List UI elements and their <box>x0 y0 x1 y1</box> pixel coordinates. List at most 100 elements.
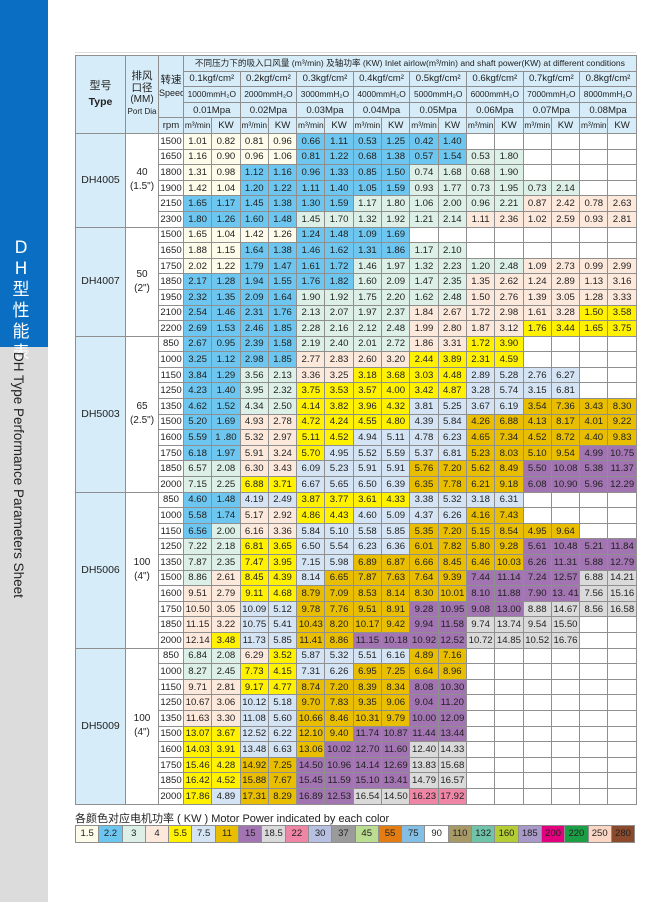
power-cell: 3.75 <box>607 320 637 337</box>
airflow-cell: 17.31 <box>239 787 269 805</box>
power-cell: 1.38 <box>267 242 298 259</box>
power-cell: 1.35 <box>211 288 241 306</box>
power-cell: 3.16 <box>607 273 637 290</box>
power-cell: 2.20 <box>381 288 411 306</box>
power-cell: 3.58 <box>607 304 637 322</box>
airflow-cell: 1.02 <box>522 210 552 228</box>
power-cell: 1.26 <box>211 210 241 228</box>
airflow-cell: 12.70 <box>352 741 383 758</box>
power-cell: 2.59 <box>550 210 581 228</box>
airflow-cell: 0.81 <box>239 132 269 150</box>
pressure-mpa: 0.02Mpa <box>239 101 298 119</box>
power-cell: 5.11 <box>381 429 411 446</box>
power-cell: 3.43 <box>267 460 298 478</box>
airflow-cell: 4.95 <box>522 522 552 540</box>
power-cell: 2.76 <box>494 288 524 306</box>
airflow-cell: 1.20 <box>465 257 496 275</box>
airflow-cell: 4.65 <box>465 429 496 446</box>
airflow-cell: 13.83 <box>409 756 439 774</box>
power-cell <box>607 148 637 166</box>
power-cell <box>607 179 637 197</box>
sidebar-title-cn: DH型性能表 <box>12 238 30 363</box>
airflow-cell: 7.44 <box>465 569 496 587</box>
table-row: 2200 2.69 1.53 2.46 1.85 2.28 2.16 2.12 2.48 1.99… <box>76 320 637 337</box>
airflow-cell <box>522 491 552 509</box>
power-cell <box>607 709 637 727</box>
power-cell: 11.58 <box>437 616 467 633</box>
rpm-cell: 1850 <box>158 772 184 789</box>
power-cell: 6.27 <box>550 366 581 384</box>
table-row: 1850 16.42 4.52 15.88 7.67 15.45 11.59 15.10 13.… <box>76 772 637 789</box>
airflow-cell: 17.86 <box>182 787 213 805</box>
airflow-cell <box>579 741 609 758</box>
port-mm: 65 <box>136 401 148 413</box>
power-cell: 7.63 <box>381 569 411 587</box>
power-cell: 6.23 <box>437 429 467 446</box>
power-cell: 4.15 <box>267 663 298 680</box>
power-cell: 3.95 <box>267 554 298 571</box>
airflow-cell: 4.13 <box>522 413 552 431</box>
model-type: DH5009 <box>75 647 126 805</box>
power-cell <box>550 226 581 244</box>
power-cell: 1.59 <box>381 179 411 197</box>
table-row: 1250 7.22 2.18 6.81 3.65 6.50 5.54 6.23 6.36 6.01… <box>76 538 637 555</box>
airflow-cell: 5.23 <box>465 444 496 462</box>
power-cell: 17.92 <box>437 787 467 805</box>
airflow-cell: 11.73 <box>239 631 269 649</box>
rpm-cell: 1500 <box>158 569 184 587</box>
airflow-cell: 3.87 <box>296 491 326 509</box>
airflow-cell <box>579 725 609 743</box>
power-cell: 2.09 <box>381 273 411 290</box>
airflow-cell: 5.84 <box>296 522 326 540</box>
power-cell: 3.89 <box>437 351 467 368</box>
power-cell: 5.32 <box>324 647 354 665</box>
power-cell: 1.54 <box>437 148 467 166</box>
airflow-cell: 7.31 <box>296 663 326 680</box>
power-cell: 9.06 <box>381 694 411 711</box>
airflow-cell: 4.94 <box>352 429 383 446</box>
rpm-cell: 1750 <box>158 600 184 618</box>
power-cell: 4.33 <box>381 491 411 509</box>
airflow-cell: 10.09 <box>239 600 269 618</box>
kw-unit-header: KW <box>437 117 467 134</box>
power-cell: 4.87 <box>437 382 467 400</box>
airflow-cell: 4.72 <box>296 413 326 431</box>
power-cell <box>607 335 637 353</box>
airflow-cell: 5.96 <box>579 476 609 493</box>
airflow-cell: 9.17 <box>239 678 269 696</box>
table-row: 2150 1.65 1.17 1.45 1.38 1.30 1.59 1.17 1.80 1.06… <box>76 195 637 212</box>
power-cell: 12.52 <box>437 631 467 649</box>
airflow-cell: 3.38 <box>409 491 439 509</box>
pressure-mpa: 0.04Mpa <box>352 101 411 119</box>
power-cell: 7.20 <box>437 522 467 540</box>
airflow-cell: 5.21 <box>579 538 609 555</box>
power-cell: 7.78 <box>437 476 467 493</box>
airflow-cell: 5.70 <box>296 444 326 462</box>
power-cell <box>437 226 467 244</box>
airflow-cell <box>465 694 496 711</box>
airflow-cell: 6.50 <box>296 538 326 555</box>
power-cell <box>607 772 637 789</box>
legend-swatch: 18.5 <box>262 826 286 842</box>
power-cell: 6.31 <box>494 491 524 509</box>
airflow-cell: 5.80 <box>465 538 496 555</box>
power-cell: 2.42 <box>550 195 581 212</box>
power-cell: 1.80 <box>381 195 411 212</box>
power-cell: 11.37 <box>607 460 637 478</box>
power-cell: 8.54 <box>494 522 524 540</box>
kw-unit-header: KW <box>381 117 411 134</box>
airflow-cell: 8.74 <box>296 678 326 696</box>
airflow-cell: 1.32 <box>352 210 383 228</box>
power-cell: 3.67 <box>211 725 241 743</box>
airflow-cell: 5.58 <box>352 522 383 540</box>
airflow-cell: 14.79 <box>409 772 439 789</box>
port-header-en: Port Dia <box>127 107 157 117</box>
table-row: 1750 10.50 3.05 10.09 5.12 9.78 7.76 9.51 8.91 9.… <box>76 600 637 618</box>
airflow-cell: 3.57 <box>352 382 383 400</box>
power-cell: 10.90 <box>550 476 581 493</box>
power-cell: 10.01 <box>437 585 467 602</box>
power-cell: 1.70 <box>324 210 354 228</box>
airflow-cell: 11.63 <box>182 709 213 727</box>
pressure-mpa: 0.07Mpa <box>522 101 581 119</box>
airflow-cell: 6.29 <box>239 647 269 665</box>
